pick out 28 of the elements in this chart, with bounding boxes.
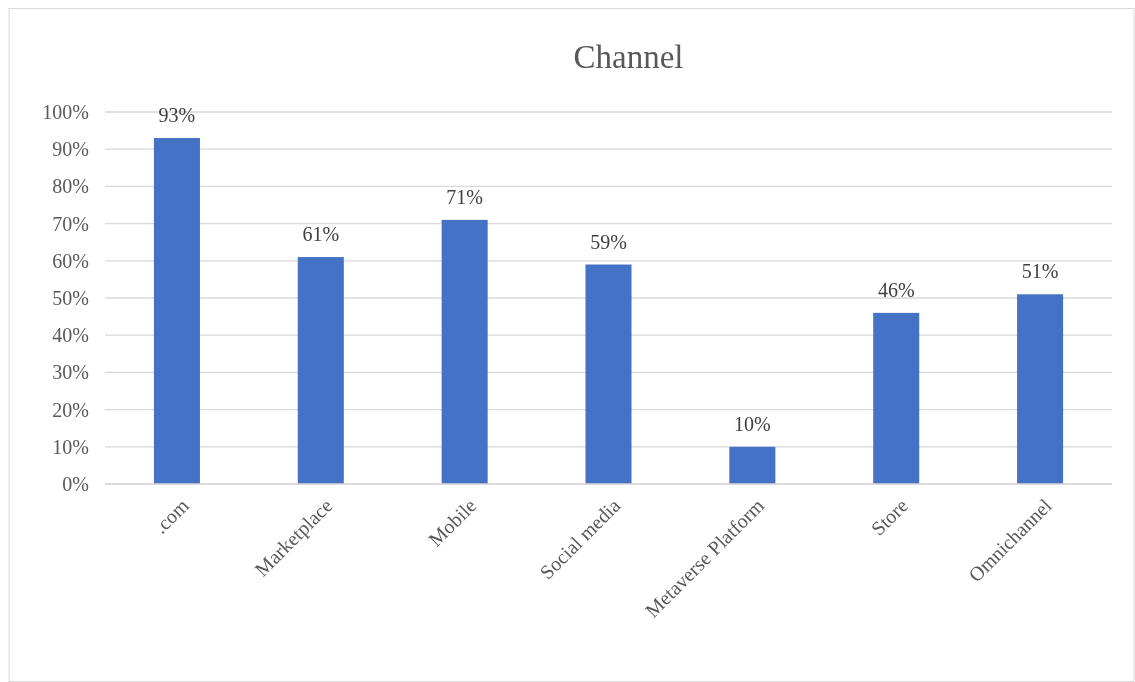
- data-label: 51%: [1021, 260, 1059, 283]
- bar: [441, 219, 488, 484]
- y-tick-label: 0%: [62, 473, 89, 495]
- y-tick-label: 20%: [52, 398, 89, 421]
- x-tick-label: Store: [866, 494, 913, 540]
- bar: [585, 264, 632, 484]
- y-tick-label: 100%: [42, 101, 89, 123]
- bar: [1017, 294, 1064, 484]
- y-tick-label: 60%: [52, 249, 89, 272]
- data-label: 61%: [302, 223, 340, 246]
- x-tick-label: .com: [149, 493, 194, 538]
- data-label: 71%: [446, 185, 483, 208]
- y-tick-label: 70%: [52, 212, 89, 235]
- data-label: 59%: [590, 230, 627, 253]
- y-tick-label: 50%: [52, 287, 89, 309]
- bar: [729, 446, 776, 484]
- bar: [297, 257, 344, 484]
- y-tick-label: 10%: [52, 435, 89, 458]
- bar: [153, 138, 200, 484]
- data-label: 10%: [734, 412, 771, 435]
- y-tick-label: 40%: [52, 324, 89, 347]
- y-tick-label: 80%: [52, 175, 89, 198]
- chart-title: Channel: [573, 39, 684, 75]
- y-tick-label: 90%: [52, 138, 89, 161]
- bar: [873, 312, 920, 484]
- data-label: 46%: [877, 278, 915, 301]
- y-tick-label: 30%: [52, 361, 89, 384]
- data-label: 93%: [158, 104, 196, 127]
